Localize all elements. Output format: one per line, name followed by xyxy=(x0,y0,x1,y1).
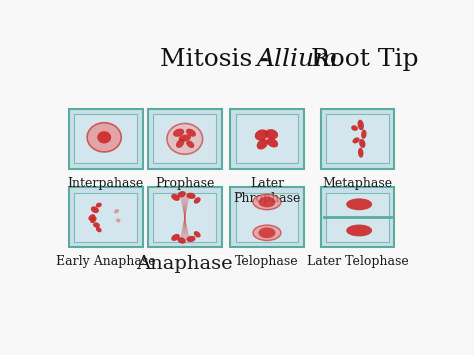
FancyBboxPatch shape xyxy=(326,193,389,242)
FancyBboxPatch shape xyxy=(154,193,216,242)
Ellipse shape xyxy=(178,237,186,244)
FancyBboxPatch shape xyxy=(69,187,143,247)
Ellipse shape xyxy=(194,231,201,237)
Ellipse shape xyxy=(258,228,275,238)
Ellipse shape xyxy=(96,203,102,207)
Ellipse shape xyxy=(173,129,184,137)
Ellipse shape xyxy=(186,193,196,199)
Ellipse shape xyxy=(347,225,372,236)
Text: Metaphase: Metaphase xyxy=(323,176,392,190)
Ellipse shape xyxy=(351,125,358,131)
Ellipse shape xyxy=(87,123,121,152)
Ellipse shape xyxy=(96,227,101,233)
Ellipse shape xyxy=(266,138,278,147)
FancyBboxPatch shape xyxy=(230,109,304,169)
Text: Interpahase: Interpahase xyxy=(68,176,144,190)
Ellipse shape xyxy=(116,218,120,223)
FancyBboxPatch shape xyxy=(74,193,137,242)
FancyBboxPatch shape xyxy=(230,187,304,247)
Text: Mitosis -: Mitosis - xyxy=(160,48,277,71)
Ellipse shape xyxy=(361,130,366,139)
Ellipse shape xyxy=(178,191,186,197)
Ellipse shape xyxy=(257,139,268,149)
Ellipse shape xyxy=(186,141,194,148)
Text: Prophase: Prophase xyxy=(155,176,215,190)
Ellipse shape xyxy=(347,199,372,210)
FancyBboxPatch shape xyxy=(154,114,216,164)
FancyBboxPatch shape xyxy=(236,193,298,242)
Ellipse shape xyxy=(114,209,119,213)
Ellipse shape xyxy=(265,129,278,140)
Ellipse shape xyxy=(194,197,201,204)
Text: Anaphase: Anaphase xyxy=(137,255,233,273)
Ellipse shape xyxy=(91,206,99,213)
Ellipse shape xyxy=(176,139,184,148)
FancyBboxPatch shape xyxy=(321,187,394,247)
FancyBboxPatch shape xyxy=(148,187,222,247)
Ellipse shape xyxy=(255,130,268,141)
Text: Early Anaphase: Early Anaphase xyxy=(56,255,155,268)
Ellipse shape xyxy=(358,148,364,158)
Text: Later Telophase: Later Telophase xyxy=(307,255,409,268)
Ellipse shape xyxy=(359,139,365,148)
FancyBboxPatch shape xyxy=(236,114,298,164)
Text: Later
Phrophase: Later Phrophase xyxy=(233,176,301,204)
FancyBboxPatch shape xyxy=(148,109,222,169)
Ellipse shape xyxy=(186,129,196,137)
Text: Root Tip: Root Tip xyxy=(303,48,419,71)
Ellipse shape xyxy=(179,135,191,142)
Ellipse shape xyxy=(253,225,281,240)
Ellipse shape xyxy=(258,197,275,207)
Ellipse shape xyxy=(186,236,196,242)
Text: Allium: Allium xyxy=(257,48,339,71)
Text: Telophase: Telophase xyxy=(235,255,299,268)
FancyBboxPatch shape xyxy=(74,114,137,164)
Ellipse shape xyxy=(88,214,95,220)
Ellipse shape xyxy=(357,120,364,130)
FancyBboxPatch shape xyxy=(69,109,143,169)
FancyBboxPatch shape xyxy=(321,109,394,169)
Ellipse shape xyxy=(167,124,202,154)
Ellipse shape xyxy=(97,131,111,143)
FancyBboxPatch shape xyxy=(326,114,389,164)
Ellipse shape xyxy=(93,222,100,228)
Ellipse shape xyxy=(90,216,97,223)
Ellipse shape xyxy=(171,234,180,241)
Ellipse shape xyxy=(353,137,360,143)
Ellipse shape xyxy=(253,194,281,210)
Ellipse shape xyxy=(171,194,180,201)
